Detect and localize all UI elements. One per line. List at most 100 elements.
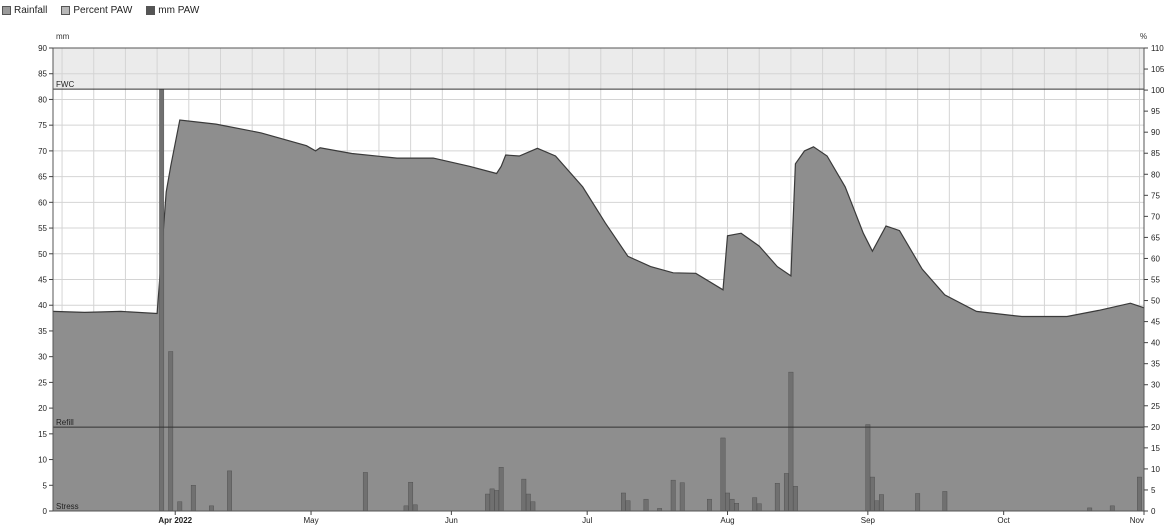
rainfall-bar <box>793 486 798 512</box>
y-tick-label-left: 30 <box>38 353 47 362</box>
legend: Rainfall Percent PAW mm PAW <box>2 2 199 18</box>
x-tick-label: Nov <box>1130 516 1144 525</box>
rainfall-bar <box>498 467 504 512</box>
mm-paw-line <box>52 119 1145 318</box>
y-tick-label-left: 65 <box>38 173 47 182</box>
rainfall-bar <box>521 478 527 512</box>
y-tick-label-right: 45 <box>1151 318 1160 327</box>
y-tick-label-right: 40 <box>1151 339 1160 348</box>
x-tick-label: Jul <box>582 516 592 525</box>
rainfall-bar <box>707 498 712 512</box>
x-tick-label: May <box>303 516 318 525</box>
rainfall-bar <box>1109 505 1115 512</box>
rainfall-bar <box>362 472 368 512</box>
rainfall-bar <box>412 504 418 512</box>
rainfall-bar <box>485 493 490 512</box>
rainfall-bar <box>159 88 165 512</box>
y-tick-label-left: 50 <box>38 250 47 259</box>
rainfall-bar <box>788 371 794 512</box>
y-tick-label-left: 15 <box>38 430 47 439</box>
y-tick-label-left: 40 <box>38 301 47 310</box>
x-tick-label: Oct <box>997 516 1010 525</box>
rainfall-bar <box>643 498 649 512</box>
legend-swatch-percent-paw <box>61 5 71 15</box>
rainfall-bar <box>942 491 948 512</box>
y-tick-label-right: 110 <box>1151 44 1164 53</box>
rainfall-bar <box>227 470 232 512</box>
y-tick-label-left: 85 <box>38 70 47 79</box>
y-tick-label-right: 25 <box>1151 402 1160 411</box>
rainfall-bar <box>190 485 196 512</box>
legend-swatch-rainfall <box>2 5 11 15</box>
y-tick-label-right: 100 <box>1151 86 1165 95</box>
y-tick-label-right: 20 <box>1151 423 1160 432</box>
y-tick-label-left: 35 <box>38 327 47 336</box>
y-tick-label-left: 5 <box>43 481 48 490</box>
rainfall-bar <box>734 503 739 512</box>
y-tick-label-right: 95 <box>1151 107 1160 116</box>
above-fwc-band <box>53 48 1144 90</box>
rainfall-bar <box>408 481 414 512</box>
rainfall-bar <box>670 479 676 512</box>
y-tick-label-right: 15 <box>1151 444 1160 453</box>
y-tick-label-left: 20 <box>38 404 47 413</box>
rainfall-bar <box>752 497 758 512</box>
rainfall-bar <box>494 490 500 512</box>
y-tick-label-right: 65 <box>1151 233 1160 242</box>
rainfall-bar <box>879 494 884 512</box>
rainfall-bar <box>729 498 735 512</box>
y-tick-label-right: 75 <box>1151 191 1160 200</box>
y-tick-label-left: 10 <box>38 456 47 465</box>
x-tick-label: Apr 2022 <box>158 516 192 525</box>
rainfall-bar <box>915 493 921 512</box>
left-axis-unit: mm <box>56 32 70 41</box>
y-tick-label-left: 60 <box>38 198 47 207</box>
y-tick-label-right: 10 <box>1151 465 1160 474</box>
y-tick-label-left: 0 <box>43 507 48 516</box>
rainfall-bar <box>865 424 871 512</box>
rainfall-bar <box>1137 476 1142 512</box>
legend-label-mm-paw: mm PAW <box>158 4 200 16</box>
rainfall-bar <box>525 493 531 512</box>
y-tick-label-left: 25 <box>38 378 47 387</box>
rainfall-bar <box>625 500 631 512</box>
y-tick-label-right: 60 <box>1151 254 1160 263</box>
legend-label-rainfall: Rainfall <box>14 4 48 16</box>
legend-swatch-mm-paw <box>146 5 156 15</box>
x-tick-label: Jun <box>445 516 458 525</box>
rainfall-bar <box>679 482 685 512</box>
legend-item-mm-paw: mm PAW <box>146 2 199 18</box>
reference-label-fwc: FWC <box>56 80 74 89</box>
y-tick-label-right: 90 <box>1151 128 1160 137</box>
mm-paw-area <box>53 120 1144 511</box>
y-tick-label-left: 45 <box>38 276 47 285</box>
legend-label-percent-paw: Percent PAW <box>73 4 133 16</box>
y-tick-label-right: 0 <box>1151 507 1156 516</box>
rainfall-bar <box>756 503 762 512</box>
x-tick-label: Sep <box>861 516 876 525</box>
y-tick-label-right: 85 <box>1151 149 1160 158</box>
y-tick-label-right: 70 <box>1151 212 1160 221</box>
rainfall-bar <box>869 476 875 512</box>
y-tick-label-right: 105 <box>1151 65 1165 74</box>
reference-label-stress: Stress <box>56 502 79 511</box>
y-tick-label-right: 55 <box>1151 276 1160 285</box>
rainfall-bar <box>530 501 536 512</box>
rainfall-bar <box>168 351 174 512</box>
reference-label-refill: Refill <box>56 418 74 427</box>
rainfall-bar <box>209 505 214 512</box>
y-tick-label-right: 5 <box>1151 486 1156 495</box>
rainfall-bar <box>783 473 789 512</box>
legend-item-rainfall: Rainfall <box>2 2 47 18</box>
rainfall-bar <box>489 488 495 512</box>
y-tick-label-right: 50 <box>1151 297 1160 306</box>
y-tick-label-left: 70 <box>38 147 47 156</box>
y-tick-label-right: 30 <box>1151 381 1160 390</box>
rainfall-bar <box>620 492 626 512</box>
y-tick-label-left: 90 <box>38 44 47 53</box>
rainfall-bar <box>403 505 409 512</box>
legend-item-percent-paw: Percent PAW <box>61 2 132 18</box>
rainfall-bar <box>725 492 730 512</box>
rainfall-bar <box>874 500 880 512</box>
